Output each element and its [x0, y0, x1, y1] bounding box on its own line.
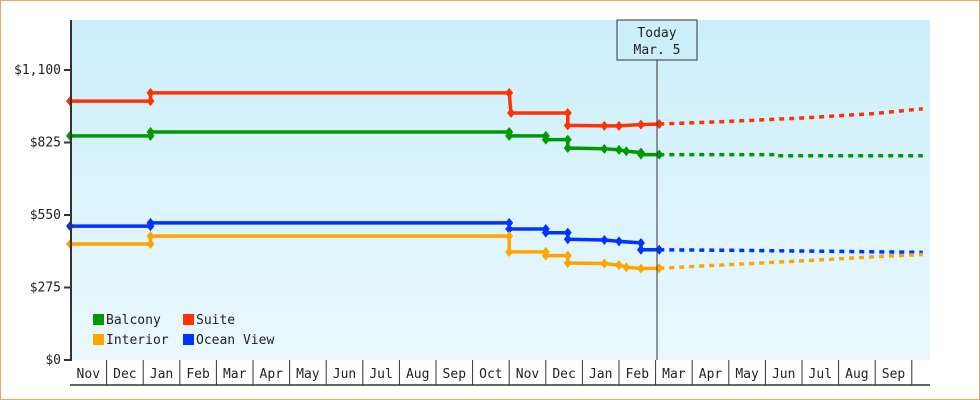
data-point[interactable] [615, 144, 623, 155]
data-point[interactable] [541, 227, 550, 238]
today-label-line1: Today [637, 26, 676, 41]
month-label: Aug [406, 367, 429, 382]
forecast-line [659, 252, 923, 271]
month-label: Sep [443, 367, 467, 382]
data-point[interactable] [505, 130, 514, 141]
data-point[interactable] [563, 257, 572, 268]
data-point[interactable] [636, 149, 645, 160]
legend: Balcony Suite Interior Ocean View [93, 313, 274, 348]
data-point[interactable] [563, 234, 572, 245]
month-label: Dec [113, 367, 136, 382]
data-point[interactable] [541, 134, 550, 145]
month-label: Dec [552, 367, 575, 382]
data-point[interactable] [563, 227, 572, 238]
data-point[interactable] [636, 244, 645, 255]
data-point[interactable] [505, 87, 514, 98]
month-label: May [735, 367, 759, 382]
y-axis-ticks: $0 $275 $550 $825 $1,100 [14, 63, 71, 368]
data-point[interactable] [146, 87, 155, 98]
legend-swatch [183, 334, 194, 345]
data-point[interactable] [146, 126, 155, 137]
data-point[interactable] [146, 96, 155, 107]
month-label: Sep [882, 367, 906, 382]
month-label: Jan [150, 367, 173, 382]
forecast-line [659, 107, 923, 126]
data-point[interactable] [563, 143, 572, 154]
data-point[interactable] [600, 235, 609, 246]
month-label: Jun [772, 367, 795, 382]
month-label: Feb [626, 367, 650, 382]
today-label-line2: Mar. 5 [634, 43, 681, 58]
series-balcony [66, 126, 923, 160]
month-label: May [296, 367, 320, 382]
forecast-line [659, 152, 923, 158]
series-layer [66, 87, 923, 274]
month-label: Nov [77, 367, 101, 382]
today-label-box [616, 19, 698, 61]
data-point[interactable] [615, 120, 623, 131]
data-point[interactable] [505, 231, 514, 242]
y-tick-label: $0 [45, 353, 61, 368]
legend-label: Interior [106, 333, 169, 348]
data-point[interactable] [636, 263, 645, 274]
legend-swatch [93, 314, 104, 325]
month-label: Mar [223, 367, 247, 382]
data-point[interactable] [600, 258, 609, 269]
month-label: Apr [260, 367, 284, 382]
y-tick-label: $1,100 [14, 63, 61, 78]
legend-swatch [93, 334, 104, 345]
y-tick-label: $550 [30, 208, 61, 223]
x-axis-months: Nov Dec Jan Feb Mar Apr May Jun Jul Aug Sep Oct Nov D… [70, 360, 930, 386]
data-point[interactable] [505, 217, 514, 228]
forecast-line [659, 248, 923, 255]
legend-swatch [183, 314, 194, 325]
data-point[interactable] [146, 231, 155, 242]
data-point[interactable] [636, 237, 645, 248]
data-point[interactable] [600, 143, 609, 154]
data-point[interactable] [615, 236, 623, 247]
data-point[interactable] [622, 262, 631, 273]
data-point[interactable] [505, 223, 514, 234]
data-point[interactable] [146, 239, 155, 249]
series-ocean-view [66, 217, 923, 255]
data-point[interactable] [541, 250, 550, 261]
data-point[interactable] [146, 217, 155, 228]
data-point[interactable] [563, 134, 572, 145]
month-label: Mar [662, 367, 686, 382]
legend-label: Balcony [106, 313, 161, 328]
legend-label: Suite [196, 313, 235, 328]
month-label: Apr [699, 367, 723, 382]
month-label: Jun [333, 367, 356, 382]
data-point[interactable] [563, 107, 572, 118]
data-point[interactable] [600, 120, 609, 131]
today-marker: Today Mar. 5 [616, 19, 698, 360]
y-tick-label: $275 [30, 281, 61, 296]
data-point[interactable] [563, 120, 572, 131]
data-point[interactable] [505, 246, 514, 257]
legend-label: Ocean View [196, 333, 274, 348]
data-point[interactable] [507, 107, 516, 118]
month-label: Feb [186, 367, 210, 382]
month-label: Jul [809, 367, 832, 382]
month-label: Aug [845, 367, 868, 382]
plot-area [70, 20, 930, 360]
series-suite [66, 87, 923, 131]
month-label: Jan [589, 367, 612, 382]
month-label: Jul [369, 367, 392, 382]
month-label: Oct [479, 367, 502, 382]
data-point[interactable] [563, 250, 572, 261]
data-point[interactable] [615, 260, 623, 271]
data-point[interactable] [622, 146, 631, 157]
month-label: Nov [516, 367, 540, 382]
y-tick-label: $825 [30, 136, 61, 151]
data-point[interactable] [636, 119, 645, 130]
